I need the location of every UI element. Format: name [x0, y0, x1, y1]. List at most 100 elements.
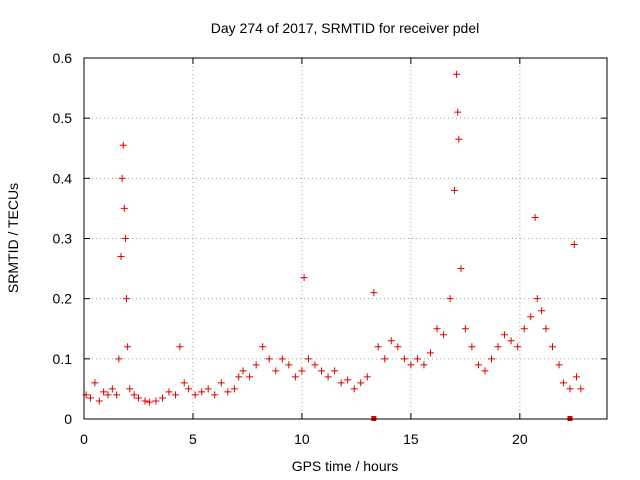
data-point [204, 385, 212, 393]
data-points [82, 70, 585, 421]
data-point [291, 373, 299, 381]
data-point [235, 373, 243, 381]
data-point [134, 394, 142, 402]
data-point [527, 313, 535, 321]
data-point [272, 367, 280, 375]
data-point [555, 361, 563, 369]
data-point [198, 388, 206, 396]
data-point [217, 379, 225, 387]
data-point [350, 385, 358, 393]
data-point [374, 343, 382, 351]
ticks [83, 57, 607, 420]
data-point [172, 391, 180, 399]
data-point [572, 373, 580, 381]
x-tick-label: 10 [294, 431, 310, 447]
data-point [113, 391, 121, 399]
data-point [300, 274, 308, 282]
data-point [381, 355, 389, 363]
data-point [95, 397, 103, 405]
data-point [501, 331, 509, 339]
data-point [337, 379, 345, 387]
data-point [115, 355, 123, 363]
data-point [433, 325, 441, 333]
x-tick-label: 0 [80, 431, 88, 447]
data-point [533, 295, 541, 303]
data-point [413, 355, 421, 363]
data-point [549, 343, 557, 351]
data-point [265, 355, 273, 363]
data-point [278, 355, 286, 363]
data-point [387, 337, 395, 345]
data-point [455, 135, 463, 143]
data-point [224, 388, 232, 396]
data-point [104, 391, 112, 399]
data-point [239, 367, 247, 375]
data-point [344, 376, 352, 384]
data-point [488, 355, 496, 363]
data-point [440, 331, 448, 339]
data-point [446, 295, 454, 303]
data-point [176, 343, 184, 351]
data-point [357, 379, 365, 387]
data-point [570, 241, 578, 249]
data-point [141, 397, 149, 405]
data-point [130, 391, 138, 399]
data-point [420, 361, 428, 369]
data-point [454, 108, 462, 116]
y-tick-labels: 0 0.1 0.2 0.3 0.4 0.5 0.6 [53, 50, 73, 427]
data-point [363, 373, 371, 381]
data-point [185, 385, 193, 393]
y-tick-label: 0.3 [53, 231, 73, 247]
data-point [559, 379, 567, 387]
data-point [108, 385, 116, 393]
x-tick-label: 20 [512, 431, 528, 447]
x-tick-labels: 0 5 10 15 20 [80, 431, 528, 447]
data-point [180, 379, 188, 387]
data-point [453, 70, 461, 78]
data-point [124, 343, 132, 351]
data-point [100, 388, 108, 396]
data-point [126, 385, 134, 393]
data-point [117, 253, 125, 261]
data-point [577, 385, 585, 393]
data-point [450, 186, 458, 194]
y-tick-label: 0.2 [53, 291, 73, 307]
data-point [158, 394, 166, 402]
data-point [457, 265, 465, 273]
data-point [121, 235, 129, 242]
data-point [118, 174, 126, 182]
data-point [285, 361, 293, 369]
data-point [507, 337, 515, 345]
x-tick-label: 15 [403, 431, 419, 447]
data-point [331, 367, 339, 375]
data-point [122, 295, 130, 303]
data-point [461, 325, 469, 333]
data-point [246, 373, 254, 381]
x-tick-label: 5 [189, 431, 197, 447]
data-point [531, 213, 539, 221]
data-point [566, 385, 574, 393]
y-tick-label: 0.4 [53, 170, 73, 186]
grid [84, 58, 607, 419]
data-point [400, 355, 408, 363]
x-axis-label: GPS time / hours [292, 458, 399, 474]
data-point [538, 307, 546, 315]
y-tick-label: 0.6 [53, 50, 73, 66]
y-tick-label: 0.5 [53, 110, 73, 126]
data-point [165, 388, 173, 396]
data-point [494, 343, 502, 351]
y-tick-label: 0 [64, 411, 72, 427]
data-point [252, 361, 260, 369]
data-point [230, 385, 238, 393]
data-point [311, 361, 319, 369]
data-point [542, 325, 550, 333]
data-point [514, 343, 522, 351]
data-point [370, 289, 378, 297]
y-tick-label: 0.1 [53, 351, 73, 367]
y-axis-label: SRMTID / TECUs [5, 183, 21, 293]
data-point [152, 397, 160, 405]
data-point [91, 379, 99, 387]
data-point [520, 325, 528, 333]
data-point [324, 373, 332, 381]
